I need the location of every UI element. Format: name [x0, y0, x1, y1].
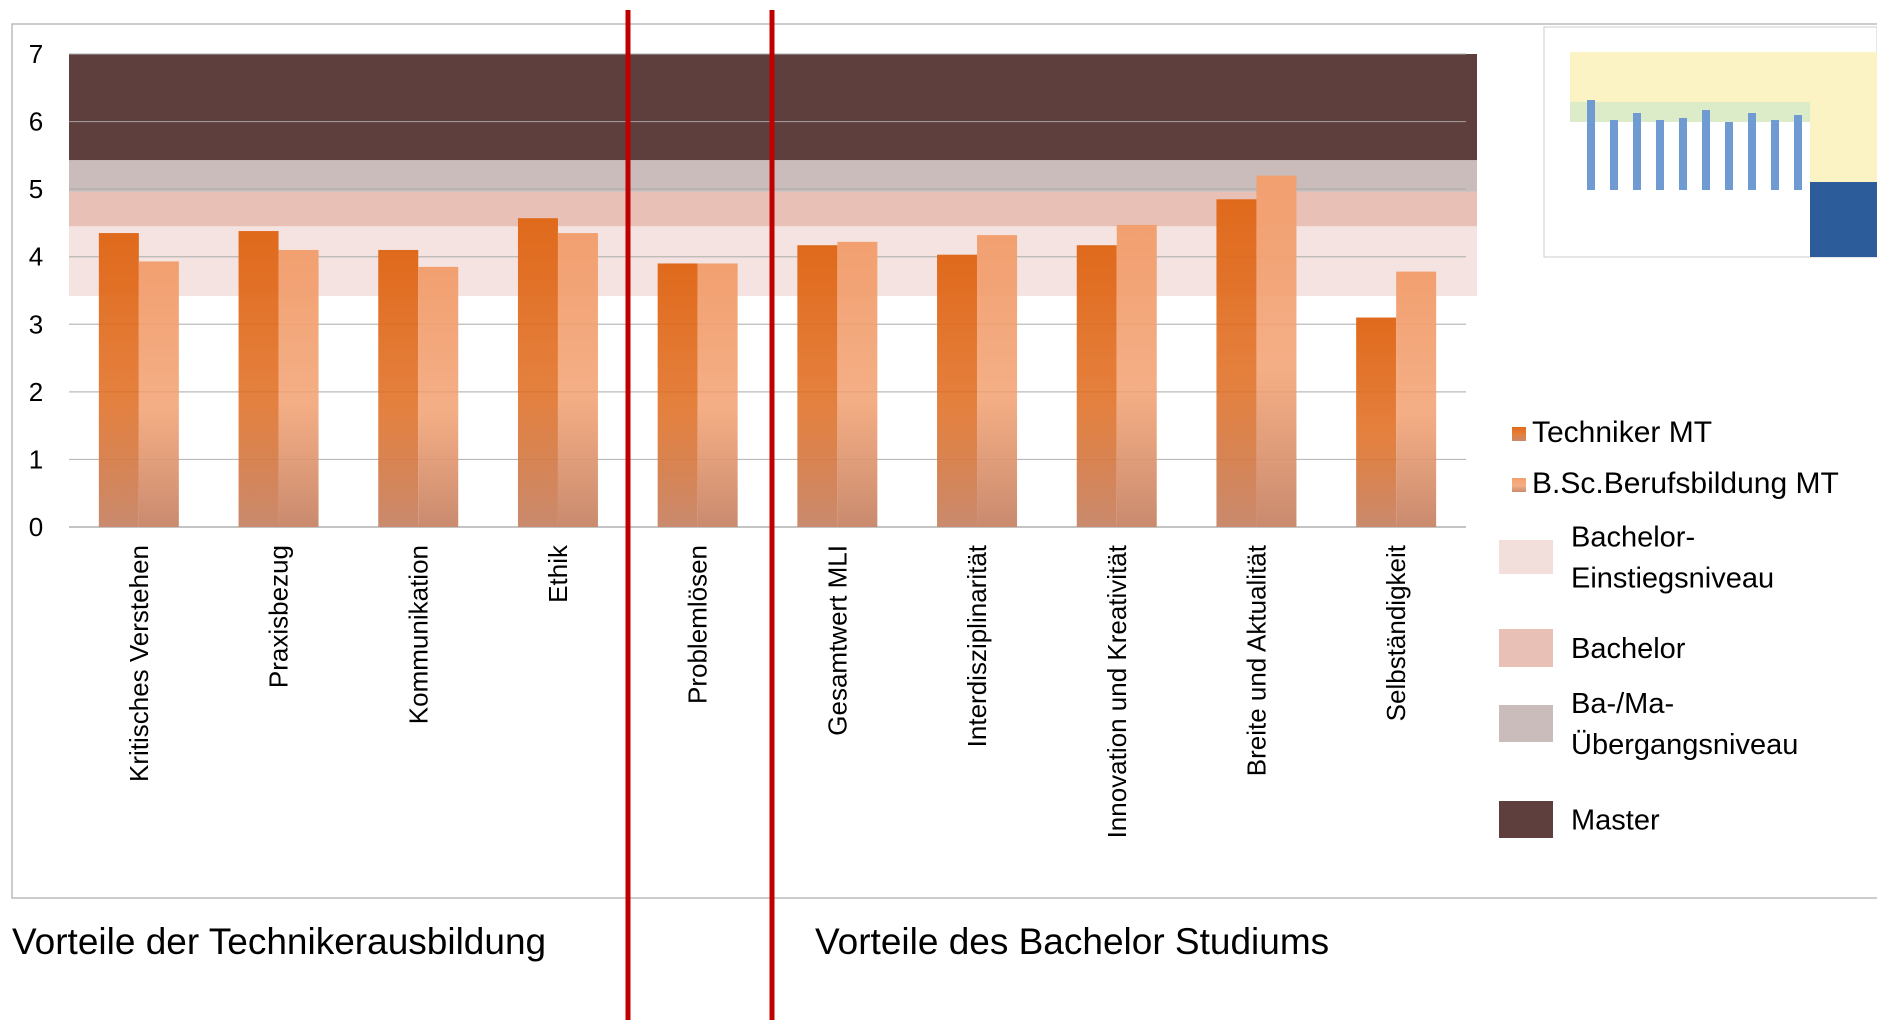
y-tick-label: 4 — [29, 242, 43, 272]
legend-label-line: Bachelor- — [1571, 522, 1695, 554]
y-tick-label: 1 — [29, 444, 43, 474]
bar — [1216, 199, 1257, 527]
legend-label: Ba-/Ma- Übergangsniveau — [1571, 688, 1798, 761]
y-tick-label: 7 — [29, 39, 43, 69]
y-tick-label: 6 — [29, 107, 43, 137]
thumbnail-bars — [1587, 100, 1802, 190]
legend-swatch — [1512, 478, 1526, 492]
bar — [1116, 224, 1157, 527]
bar — [797, 245, 838, 527]
bar — [378, 249, 419, 527]
bar — [937, 254, 978, 528]
bar — [657, 263, 698, 527]
annotation: Vorteile des Bachelor Studiums — [815, 921, 1329, 962]
legend-label: Master — [1571, 805, 1660, 837]
legend-swatch — [1499, 801, 1553, 838]
x-tick-label: Selbständigkeit — [1381, 544, 1411, 721]
bar — [238, 231, 279, 527]
thumbnail-band — [1570, 102, 1810, 122]
legend-label-line: Bachelor — [1571, 633, 1686, 665]
x-tick-label: Breite und Aktualität — [1241, 544, 1271, 776]
x-tick-label: Innovation und Kreativität — [1102, 544, 1132, 838]
x-tick-label: Kommunikation — [403, 545, 433, 724]
x-tick-label: Ethik — [543, 544, 573, 603]
x-tick-label: Kritisches Verstehen — [124, 545, 154, 782]
legend-label-line: Ba-/Ma- — [1571, 688, 1674, 720]
thumbnail-panel — [1810, 52, 1877, 182]
x-tick-label: Praxisbezug — [264, 545, 294, 688]
legend-label: B.Sc.Berufsbildung MT — [1532, 467, 1839, 500]
bar — [517, 218, 558, 527]
legend-label: Bachelor- Einstiegsniveau — [1571, 522, 1774, 595]
thumbnail-panel — [1810, 182, 1877, 257]
legend-label-line: Master — [1571, 805, 1660, 837]
legend-label-line: Einstiegsniveau — [1571, 563, 1774, 595]
legend-swatch — [1512, 427, 1526, 441]
y-tick-label: 3 — [29, 309, 43, 339]
bar — [697, 263, 738, 527]
legend-swatch — [1499, 540, 1553, 574]
bar — [418, 266, 459, 527]
legend-label: Techniker MT — [1532, 416, 1712, 449]
legend-label-line: Übergangsniveau — [1571, 729, 1798, 761]
legend-swatch — [1499, 629, 1553, 667]
bar — [98, 233, 139, 528]
y-tick-label: 5 — [29, 174, 43, 204]
bar — [1076, 245, 1117, 527]
bar — [837, 241, 878, 527]
legend-label: Bachelor — [1571, 633, 1686, 665]
x-tick-label: Problemlösen — [683, 545, 713, 704]
bar — [1256, 175, 1297, 527]
bar — [557, 233, 598, 528]
x-tick-label: Interdisziplinarität — [962, 544, 992, 747]
thumbnail-band — [1570, 52, 1810, 102]
thumbnail — [1543, 26, 1877, 258]
y-tick-label: 2 — [29, 377, 43, 407]
bar — [1356, 317, 1397, 527]
bar — [138, 261, 179, 527]
x-tick-label: Gesamtwert MLI — [822, 545, 852, 736]
bar — [278, 249, 319, 527]
legend-swatch — [1499, 705, 1553, 742]
annotation: Vorteile der Technikerausbildung — [12, 921, 546, 962]
bar — [977, 235, 1018, 527]
bar — [1396, 271, 1437, 527]
y-tick-label: 0 — [29, 512, 43, 542]
